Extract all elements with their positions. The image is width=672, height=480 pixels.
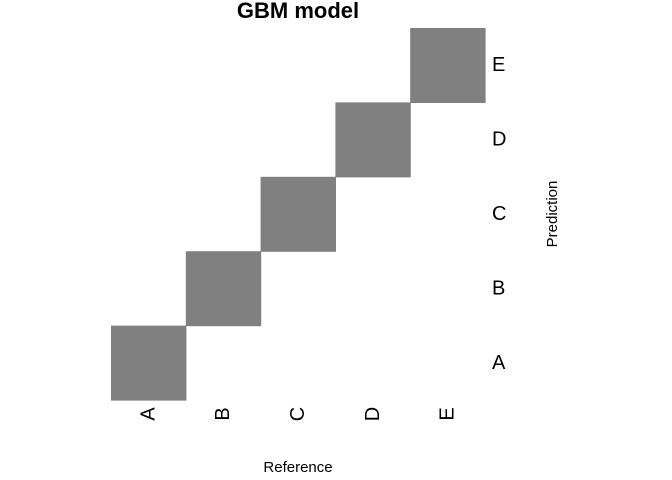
cell-ref-c-pred-c [260, 176, 336, 252]
x-axis-label: Reference [263, 459, 332, 476]
x-tick-label-b: B [212, 407, 234, 420]
y-tick-label-b: B [492, 277, 505, 299]
y-tick-label-d: D [492, 129, 506, 151]
cell-ref-e-pred-e [410, 28, 486, 103]
y-tick-label-a: A [492, 352, 506, 374]
x-tick-label-e: E [437, 407, 459, 420]
x-tick-label-a: A [137, 407, 159, 421]
y-tick-labels: A B C D E [492, 54, 506, 374]
cell-ref-b-pred-b [185, 251, 262, 327]
y-tick-label-c: C [492, 203, 506, 225]
cell-ref-d-pred-d [335, 102, 411, 178]
y-tick-label-e: E [492, 54, 505, 76]
heatmap-cells [111, 28, 486, 401]
chart-title: GBM model [237, 0, 359, 23]
cell-ref-a-pred-a [111, 325, 187, 401]
x-tick-labels: A B C D E [137, 407, 458, 422]
y-axis-label: Prediction [544, 181, 561, 248]
x-tick-label-c: C [287, 407, 309, 421]
x-tick-label-d: D [362, 407, 384, 421]
